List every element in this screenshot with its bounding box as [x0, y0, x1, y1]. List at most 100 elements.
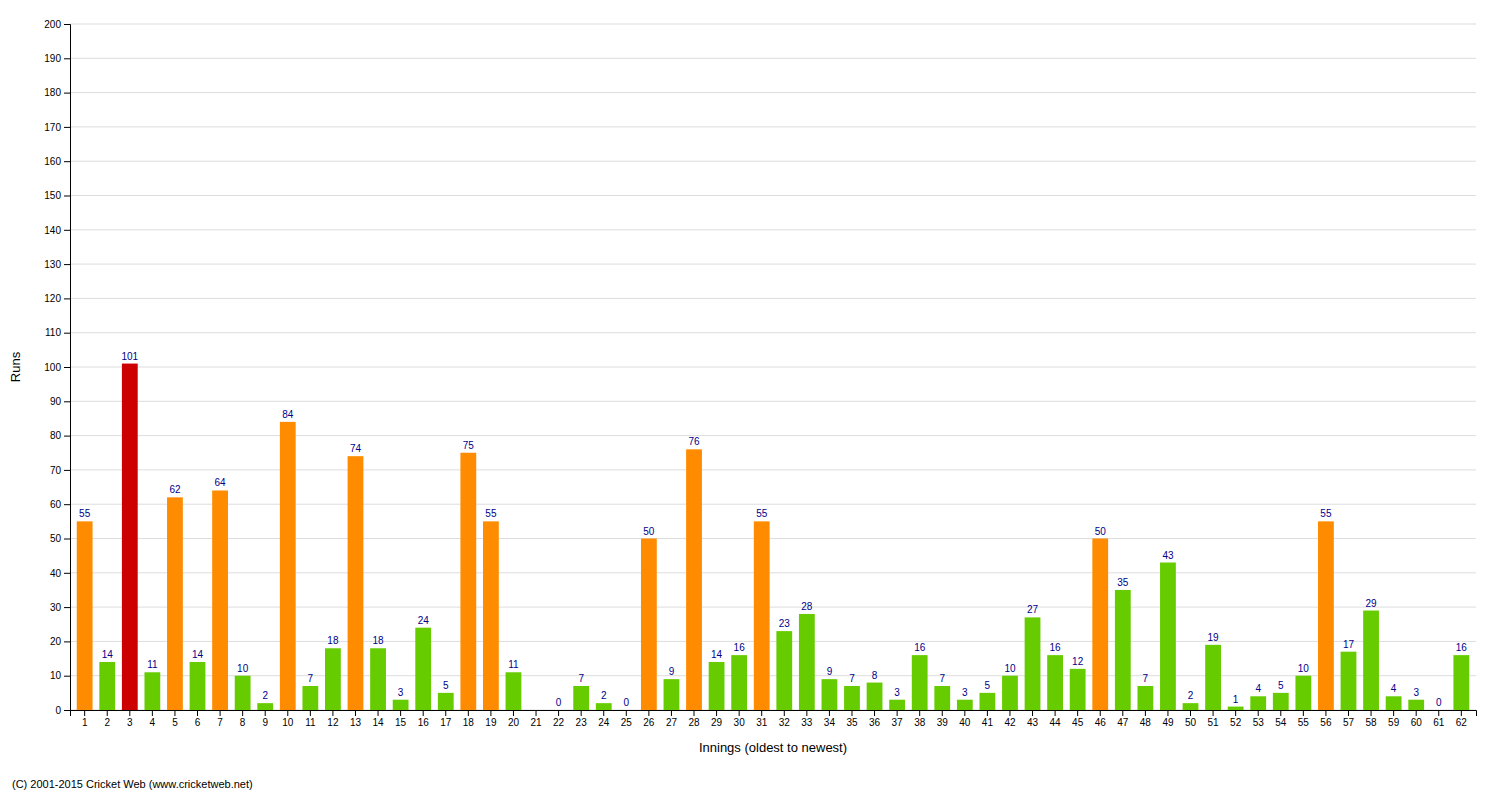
tick-label: 38: [914, 717, 926, 728]
bar: [934, 686, 950, 710]
tick: 37: [892, 710, 904, 728]
tick-label: 32: [779, 717, 791, 728]
tick-label: 30: [50, 602, 62, 613]
tick-mark: [1122, 710, 1123, 716]
tick-mark: [1371, 710, 1372, 716]
tick-mark: [942, 710, 943, 716]
tick: 39: [937, 710, 949, 728]
bar: [844, 686, 860, 710]
bar: [190, 662, 206, 710]
tick-label: 51: [1208, 717, 1220, 728]
grid-line: [70, 195, 1476, 196]
bar: [393, 700, 409, 710]
tick-mark: [64, 470, 70, 471]
bar: [1386, 696, 1402, 710]
tick-mark: [851, 710, 852, 716]
bar: [1025, 617, 1041, 710]
x-axis-title: Innings (oldest to newest): [699, 740, 847, 755]
tick: 52: [1230, 710, 1242, 728]
tick: 22: [553, 710, 565, 728]
tick-mark: [490, 710, 491, 716]
grid-line: [70, 126, 1476, 127]
tick-label: 120: [44, 293, 61, 304]
tick-label: 160: [44, 156, 61, 167]
bar: [889, 700, 905, 710]
tick: 40: [959, 710, 971, 728]
bar: [483, 521, 499, 710]
tick-label: 17: [440, 717, 452, 728]
data-label: 8: [872, 670, 878, 681]
tick-label: 58: [1365, 717, 1377, 728]
tick-label: 27: [666, 717, 678, 728]
tick: 58: [1365, 710, 1377, 728]
bar: [912, 655, 928, 710]
tick-label: 10: [50, 670, 62, 681]
tick: 53: [1253, 710, 1265, 728]
data-label: 10: [1298, 663, 1310, 674]
tick: 80: [50, 430, 70, 441]
tick-mark: [829, 710, 830, 716]
tick-label: 24: [598, 717, 610, 728]
chart: 0102030405060708090100110120130140150160…: [0, 0, 1500, 800]
tick-label: 140: [44, 225, 61, 236]
tick-label: 2: [104, 717, 110, 728]
bar: [822, 679, 838, 710]
data-label: 74: [350, 443, 362, 454]
bar: [1160, 563, 1176, 710]
tick-mark: [1009, 710, 1010, 716]
grid-line: [70, 367, 1476, 368]
tick: 18: [463, 710, 475, 728]
bar: [867, 683, 883, 710]
tick-mark: [1303, 710, 1304, 716]
bar: [573, 686, 589, 710]
tick-mark: [64, 58, 70, 59]
tick-label: 60: [1411, 717, 1423, 728]
plot: 0102030405060708090100110120130140150160…: [44, 19, 1476, 728]
tick-label: 56: [1320, 717, 1332, 728]
tick: 1: [82, 710, 88, 728]
tick-label: 36: [869, 717, 881, 728]
data-label: 12: [1072, 656, 1084, 667]
bar: [167, 497, 183, 710]
tick: 21: [530, 710, 542, 728]
data-label: 3: [894, 687, 900, 698]
tick: 120: [44, 293, 70, 304]
tick: 100: [44, 362, 70, 373]
bar: [799, 614, 815, 710]
tick-label: 23: [576, 717, 588, 728]
tick-mark: [64, 333, 70, 334]
bar: [551, 710, 567, 711]
tick-mark: [64, 676, 70, 677]
tick-mark: [64, 161, 70, 162]
tick-mark: [536, 710, 537, 716]
tick-label: 20: [50, 636, 62, 647]
data-label: 3: [398, 687, 404, 698]
grid-line: [70, 298, 1476, 299]
tick-label: 44: [1050, 717, 1062, 728]
tick-mark: [64, 230, 70, 231]
data-label: 0: [1436, 697, 1442, 708]
tick-label: 47: [1117, 717, 1129, 728]
data-label: 7: [1143, 673, 1149, 684]
tick-mark: [355, 710, 356, 716]
bar: [1070, 669, 1086, 710]
tick-label: 39: [937, 717, 949, 728]
axis-line: [71, 711, 1477, 717]
data-label: 17: [1343, 639, 1355, 650]
tick: 17: [440, 710, 452, 728]
tick-mark: [1190, 710, 1191, 716]
bar: [641, 539, 657, 711]
bar: [776, 631, 792, 710]
tick-label: 16: [418, 717, 430, 728]
tick: 0: [55, 705, 70, 716]
tick: 33: [801, 710, 813, 728]
tick-mark: [1077, 710, 1078, 716]
data-label: 18: [327, 635, 339, 646]
tick-mark: [64, 436, 70, 437]
tick-label: 50: [50, 533, 62, 544]
tick-mark: [784, 710, 785, 716]
y-axis: 0102030405060708090100110120130140150160…: [44, 19, 70, 716]
tick-label: 150: [44, 190, 61, 201]
tick-label: 130: [44, 259, 61, 270]
data-label: 4: [1255, 683, 1261, 694]
